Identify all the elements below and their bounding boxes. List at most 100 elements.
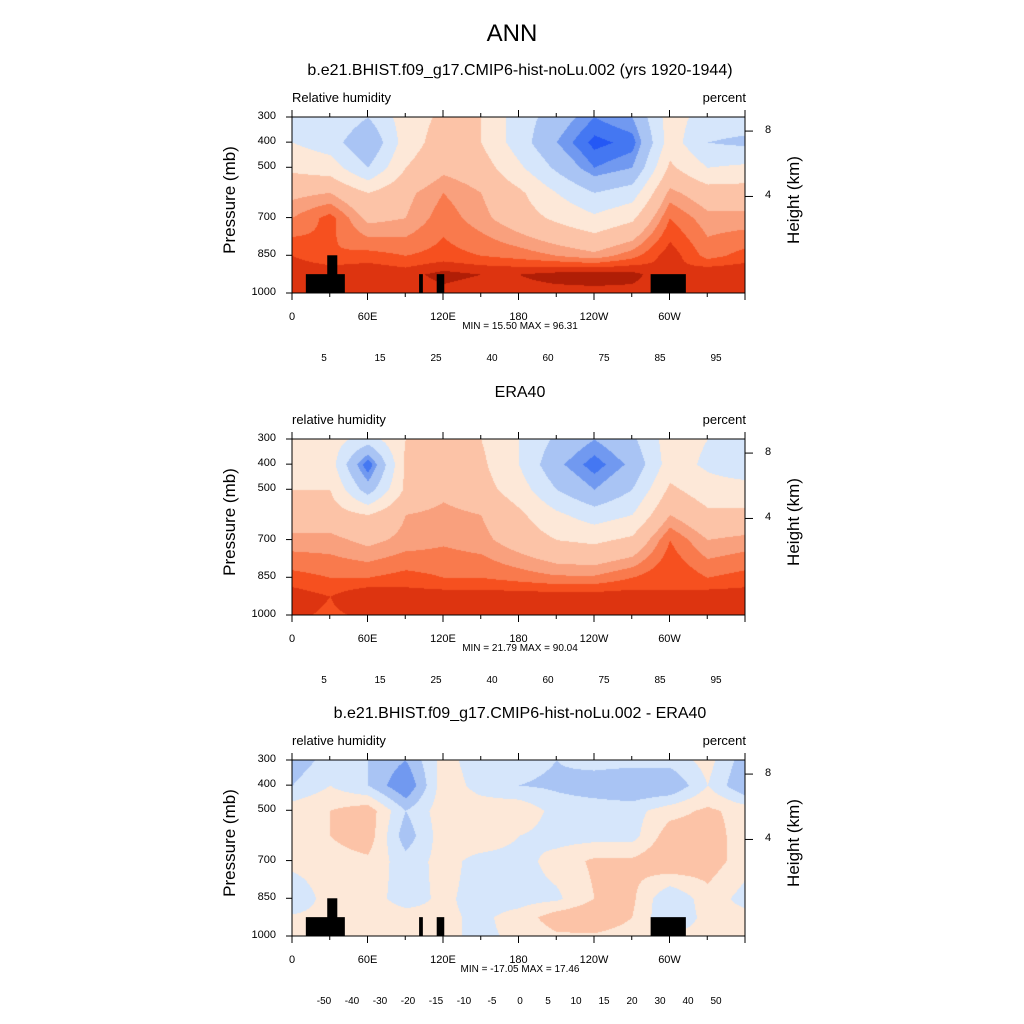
chart-panel: b.e21.BHIST.f09_g17.CMIP6-hist-noLu.002 …: [0, 0, 1024, 364]
y-tick-label: 300: [257, 432, 276, 444]
colorbar-label: 60: [542, 675, 554, 686]
y-tick-label: 500: [257, 482, 276, 495]
colorbar-label: 15: [374, 353, 386, 364]
min-max-label: MIN = -17.05 MAX = 17.46: [460, 964, 580, 975]
axes-overlay: [286, 110, 753, 300]
x-tick-label: 0: [288, 954, 296, 966]
topography-mask: [650, 917, 686, 936]
plot-frame: [291, 116, 746, 294]
panel-title: ERA40: [494, 384, 546, 401]
x-tick-label: 120E: [430, 633, 456, 645]
y-tick-label: 1000: [251, 929, 276, 941]
x-tick-label: 60E: [357, 954, 378, 966]
right-string: percent: [702, 412, 746, 427]
topography-mask: [305, 274, 345, 293]
topography-mask: [305, 917, 345, 936]
axes-overlay: [286, 753, 753, 943]
y-tick-label: 850: [257, 891, 276, 904]
y-tick-label: 400: [257, 457, 276, 470]
colorbar-label: 85: [654, 675, 666, 686]
chart-panel: ERA40 relative humidity percent 300 400 500 70…: [0, 322, 1024, 686]
colorbar-label: 25: [430, 675, 442, 686]
right-string: percent: [702, 733, 746, 748]
colorbar-label: 75: [598, 353, 610, 364]
colorbar-label: 5: [321, 675, 327, 686]
x-tick-label: 120W: [579, 954, 609, 966]
x-tick-label: 180: [509, 633, 528, 645]
y-axis-title: Pressure (mb): [220, 468, 239, 576]
height-tick-label: 8: [765, 446, 772, 459]
y-tick-label: 850: [257, 248, 276, 261]
colorbar-label: 95: [710, 675, 722, 686]
topography-mask: [327, 255, 338, 293]
colorbar-label: 10: [570, 996, 582, 1007]
colorbar-label: -10: [456, 996, 472, 1007]
colorbar-label: 0: [517, 996, 523, 1007]
colorbar-label: 85: [654, 353, 666, 364]
y-axis-title: Pressure (mb): [220, 146, 239, 254]
colorbar-label: 5: [545, 996, 551, 1007]
height-tick-label: 4: [765, 189, 772, 202]
axes-overlay: [286, 432, 753, 622]
colorbar-label: -15: [428, 996, 444, 1007]
y-tick-label: 1000: [251, 286, 276, 298]
x-tick-label: 120W: [579, 311, 609, 323]
x-tick-label: 120W: [579, 633, 609, 645]
min-max-label: MIN = 15.50 MAX = 96.31: [462, 321, 578, 332]
y-tick-label: 700: [257, 532, 276, 545]
left-string: relative humidity: [292, 412, 386, 427]
height-axis-title: Height (km): [784, 799, 803, 887]
colorbar-label: 95: [710, 353, 722, 364]
topography-mask: [436, 917, 445, 936]
y-tick-label: 400: [257, 135, 276, 148]
y-axis-title: Pressure (mb): [220, 789, 239, 897]
colorbar-label: 25: [430, 353, 442, 364]
colorbar-label: 50: [710, 996, 722, 1007]
y-tick-label: 500: [257, 160, 276, 173]
y-tick-label: 700: [257, 853, 276, 866]
colorbar-label: 15: [598, 996, 610, 1007]
right-string: percent: [702, 90, 746, 105]
x-tick-label: 0: [288, 633, 296, 645]
y-tick-label: 700: [257, 210, 276, 223]
topography-mask: [436, 274, 445, 293]
chart-panel: b.e21.BHIST.f09_g17.CMIP6-hist-noLu.002 …: [0, 643, 1024, 1007]
panel-title: b.e21.BHIST.f09_g17.CMIP6-hist-noLu.002 …: [333, 705, 707, 722]
main-title: ANN: [486, 20, 538, 47]
height-tick-label: 4: [765, 511, 772, 524]
colorbar-label: 40: [486, 353, 498, 364]
colorbar-label: 15: [374, 675, 386, 686]
x-tick-label: 60W: [658, 311, 681, 323]
colorbar-label: 5: [321, 353, 327, 364]
colorbar-label: 20: [626, 996, 638, 1007]
y-tick-label: 400: [257, 778, 276, 791]
plot-frame: [291, 438, 746, 616]
x-tick-label: 180: [509, 954, 528, 966]
topography-mask: [327, 898, 338, 936]
colorbar-label: 75: [598, 675, 610, 686]
colorbar-label: 30: [654, 996, 666, 1007]
x-tick-label: 60E: [357, 633, 378, 645]
colorbar-label: -30: [372, 996, 388, 1007]
height-tick-label: 8: [765, 767, 772, 780]
left-string: Relative humidity: [292, 90, 391, 105]
colorbar-label: -20: [400, 996, 416, 1007]
colorbar-label: 60: [542, 353, 554, 364]
x-tick-label: 120E: [430, 311, 456, 323]
contour-field: [292, 760, 745, 936]
colorbar-label: -5: [487, 996, 497, 1007]
x-tick-label: 60W: [658, 633, 681, 645]
x-tick-label: 60E: [357, 311, 378, 323]
x-tick-label: 60W: [658, 954, 681, 966]
plot-frame: [291, 759, 746, 937]
contour-field: [292, 439, 745, 615]
colorbar-label: 40: [486, 675, 498, 686]
x-tick-label: 180: [509, 311, 528, 323]
x-tick-label: 0: [288, 311, 296, 323]
y-tick-label: 500: [257, 803, 276, 816]
y-tick-label: 300: [257, 753, 276, 765]
height-tick-label: 4: [765, 832, 772, 845]
colorbar-label: 40: [682, 996, 694, 1007]
y-tick-label: 1000: [251, 608, 276, 620]
y-tick-label: 850: [257, 570, 276, 583]
